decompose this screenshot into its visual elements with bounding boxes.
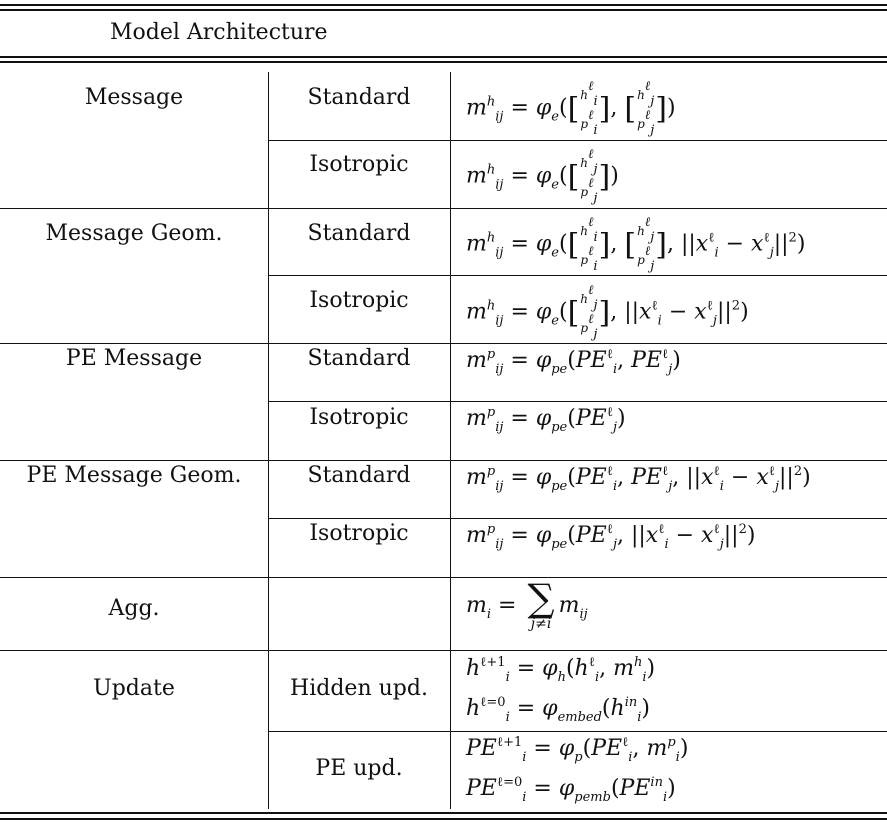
category-pe-message: PE Message xyxy=(65,346,203,371)
formula-agg: mi = ∑ j≠i mij xyxy=(466,576,588,632)
formula-message-geom-standard: mhij = φe([hℓi pℓi], [hℓj pℓj], ||xℓi − xℓ… xyxy=(466,215,806,274)
bottom-rule-2 xyxy=(0,818,887,820)
top-rule-2 xyxy=(0,9,887,11)
variant-message-isotropic: Isotropic xyxy=(309,152,409,177)
bottom-rule-1 xyxy=(0,812,887,814)
group-rule-pe-message xyxy=(0,343,887,344)
formula-hidden-update: hℓ+1i = φh(hℓi, mhi) xyxy=(466,655,656,685)
variant-message-standard: Standard xyxy=(307,85,411,110)
formula-pe-message-isotropic: mpij = φpe(PEℓj) xyxy=(466,405,626,435)
group-rule-pe-message-geom xyxy=(0,460,887,461)
formula-pe-embed: PEℓ=0i = φpemb(PEini) xyxy=(466,775,676,805)
formula-pe-update: PEℓ+1i = φp(PEℓi, mpi) xyxy=(466,735,689,765)
variant-update-hidden: Hidden upd. xyxy=(290,676,428,701)
formula-pe-message-geom-standard: mpij = φpe(PEℓi, PEℓj, ||xℓi − xℓj||2) xyxy=(466,464,811,494)
variant-pe-message-isotropic: Isotropic xyxy=(309,405,409,430)
formula-message-isotropic: mhij = φe([hℓj pℓj]) xyxy=(466,147,619,206)
category-pe-message-geom: PE Message Geom. xyxy=(26,463,242,488)
sub-rule-pe-message-geom xyxy=(268,518,887,519)
group-rule-agg xyxy=(0,577,887,578)
column-divider-2 xyxy=(450,72,451,809)
formula-message-standard: mhij = φe([hℓi pℓi], [hℓj pℓj]) xyxy=(466,79,676,138)
variant-message-geom-standard: Standard xyxy=(307,221,411,246)
variant-message-geom-isotropic: Isotropic xyxy=(309,288,409,313)
category-message: Message xyxy=(84,85,184,110)
group-rule-update xyxy=(0,650,887,651)
formula-pe-message-standard: mpij = φpe(PEℓi, PEℓj) xyxy=(466,347,681,377)
category-agg: Agg. xyxy=(108,596,160,621)
column-divider-1 xyxy=(268,72,269,809)
group-rule-message-geom xyxy=(0,208,887,209)
formula-hidden-embed: hℓ=0i = φembed(hini) xyxy=(466,695,650,725)
category-update: Update xyxy=(93,676,175,701)
variant-pe-message-standard: Standard xyxy=(307,346,411,371)
header-rule-1 xyxy=(0,56,887,58)
category-message-geom: Message Geom. xyxy=(45,221,223,246)
formula-pe-message-geom-isotropic: mpij = φpe(PEℓj, ||xℓi − xℓj||2) xyxy=(466,522,756,552)
table-header-title: Model Architecture xyxy=(110,20,328,45)
top-rule-1 xyxy=(0,4,887,6)
header-rule-2 xyxy=(0,61,887,63)
sub-rule-message-geom xyxy=(268,275,887,276)
variant-pe-message-geom-standard: Standard xyxy=(307,463,411,488)
sub-rule-message xyxy=(268,140,887,141)
sub-rule-update xyxy=(268,731,887,732)
sub-rule-pe-message xyxy=(268,401,887,402)
formula-message-geom-isotropic: mhij = φe([hℓj pℓj], ||xℓi − xℓj||2) xyxy=(466,283,749,342)
variant-update-pe: PE upd. xyxy=(315,756,403,781)
variant-pe-message-geom-isotropic: Isotropic xyxy=(309,521,409,546)
